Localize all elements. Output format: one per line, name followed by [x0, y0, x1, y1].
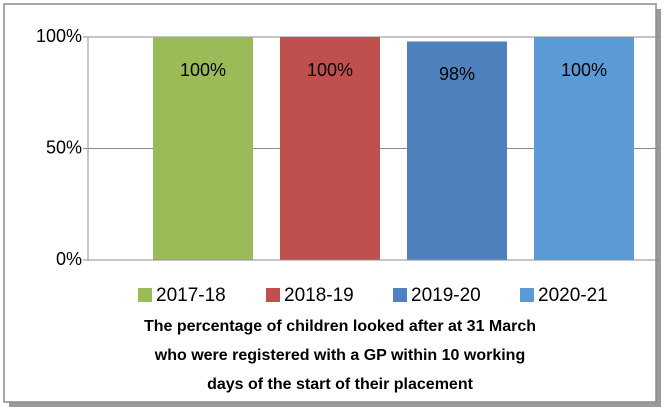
legend-label: 2018-19: [284, 285, 354, 306]
chart-title: The percentage of children looked after …: [144, 318, 536, 335]
data-label: 100%: [307, 60, 353, 80]
y-tick-label: 50%: [46, 137, 82, 157]
data-label: 100%: [180, 60, 226, 80]
legend-label: 2020-21: [538, 285, 608, 306]
legend-swatch: [138, 288, 152, 302]
legend-swatch: [520, 288, 534, 302]
y-tick-label: 100%: [36, 26, 82, 46]
bar: [407, 41, 507, 261]
legend-label: 2019-20: [411, 285, 481, 306]
chart-title: who were registered with a GP within 10 …: [154, 347, 525, 364]
data-label: 100%: [561, 60, 607, 80]
bar: [280, 37, 380, 260]
legend-swatch: [393, 288, 407, 302]
data-label: 98%: [439, 64, 475, 84]
legend-label: 2017-18: [156, 285, 226, 306]
bar: [153, 37, 253, 260]
bar: [534, 37, 634, 260]
y-tick-label: 0%: [56, 249, 82, 269]
chart-title: days of the start of their placement: [207, 376, 474, 393]
legend-swatch: [266, 288, 280, 302]
